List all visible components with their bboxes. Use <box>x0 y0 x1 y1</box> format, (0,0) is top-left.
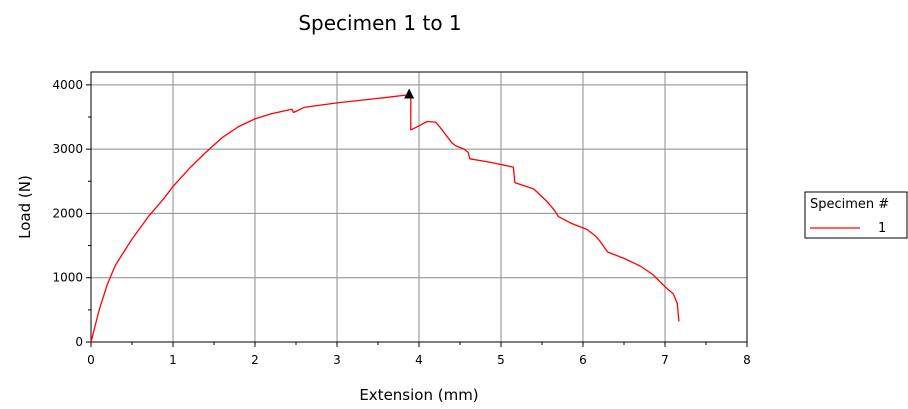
series-layer <box>90 93 680 343</box>
x-tick-label: 2 <box>251 353 259 367</box>
x-tick-label: 3 <box>333 353 341 367</box>
y-tick-label: 0 <box>75 335 83 349</box>
x-tick-label: 1 <box>169 353 177 367</box>
x-tick-label: 6 <box>579 353 587 367</box>
x-tick-label: 7 <box>661 353 669 367</box>
grid <box>91 72 747 342</box>
y-tick-label: 4000 <box>52 78 83 92</box>
y-tick-label: 3000 <box>52 142 83 156</box>
axis-ticks: 0 1 2 3 4 5 6 7 8 0 1000 2000 3000 4000 <box>52 78 750 367</box>
x-axis-label: Extension (mm) <box>359 386 478 404</box>
y-tick-label: 2000 <box>52 206 83 220</box>
x-tick-label: 4 <box>415 353 423 367</box>
legend-box <box>804 191 908 239</box>
y-axis-label: Load (N) <box>16 175 34 239</box>
peak-marker <box>404 88 415 99</box>
legend: Specimen # 1 <box>804 191 908 239</box>
x-tick-label: 0 <box>87 353 95 367</box>
y-tick-label: 1000 <box>52 271 83 285</box>
series-line-1 <box>90 93 680 343</box>
annotation-layer <box>404 88 415 99</box>
legend-title: Specimen # <box>810 197 889 212</box>
x-tick-label: 5 <box>497 353 505 367</box>
legend-entry-1: 1 <box>878 221 886 236</box>
x-tick-label: 8 <box>743 353 751 367</box>
chart-title: Specimen 1 to 1 <box>298 11 461 35</box>
